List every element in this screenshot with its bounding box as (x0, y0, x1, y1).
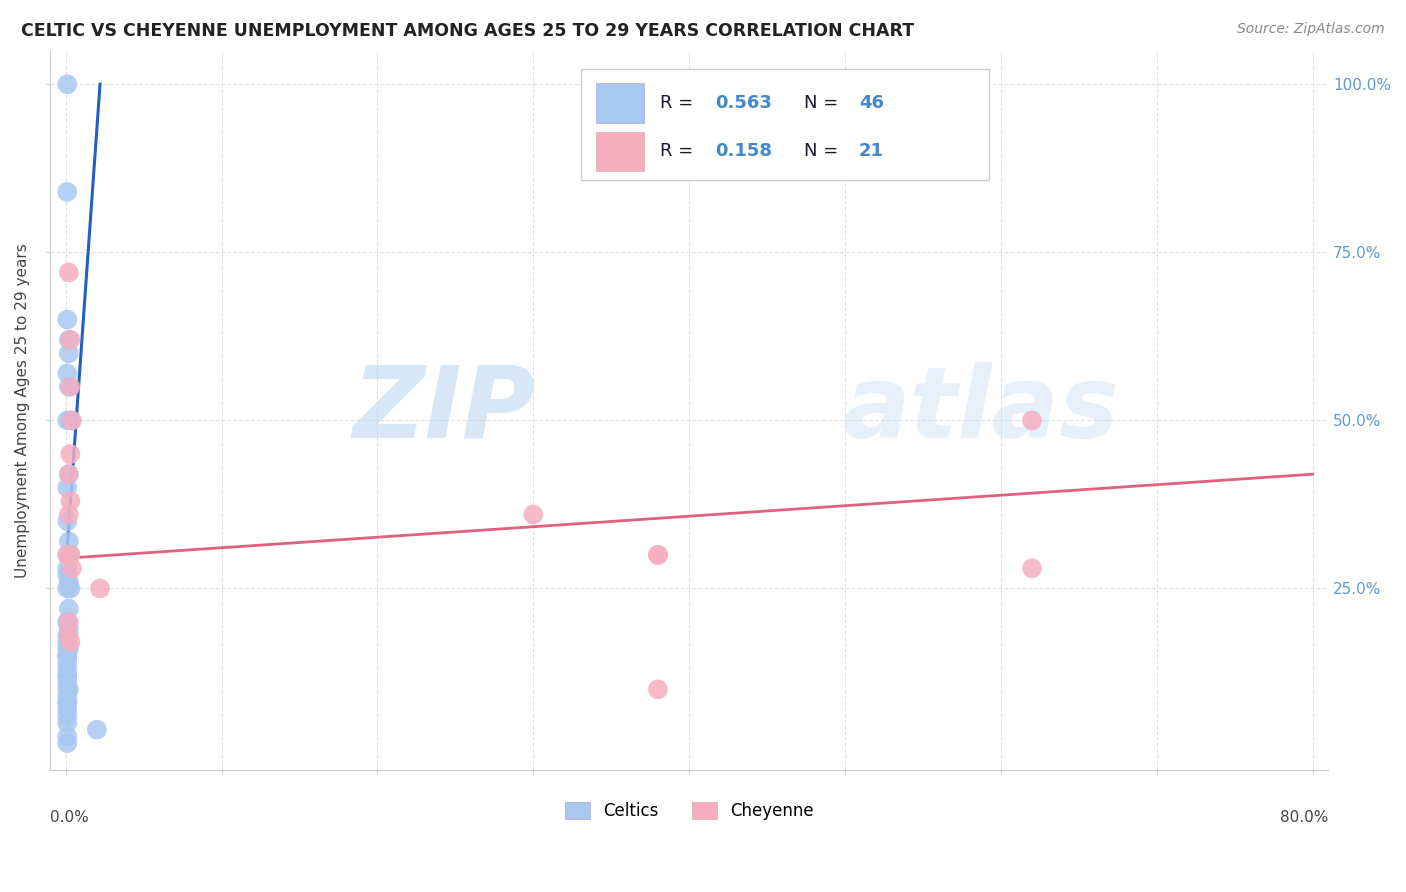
FancyBboxPatch shape (581, 69, 990, 180)
Point (89, 582, 111, 596)
Point (56, 548, 79, 562)
Point (56, 642, 79, 657)
Text: R =: R = (659, 95, 699, 112)
Point (56, 675, 79, 690)
Point (1021, 561, 1043, 575)
Point (56, 730, 79, 744)
Point (56, 615, 79, 629)
Y-axis label: Unemployment Among Ages 25 to 29 years: Unemployment Among Ages 25 to 29 years (15, 243, 30, 578)
Legend: Celtics, Cheyenne: Celtics, Cheyenne (558, 795, 820, 826)
Point (60, 561, 83, 575)
Point (56, 568, 79, 582)
Point (56, 682, 79, 697)
Point (647, 682, 669, 697)
Point (56, 367, 79, 381)
Point (59, 447, 82, 461)
Point (59, 380, 82, 394)
FancyBboxPatch shape (596, 132, 644, 171)
Point (56, 582, 79, 596)
Point (58, 467, 80, 482)
Point (58, 682, 80, 697)
Point (58, 380, 80, 394)
Point (60, 413, 83, 427)
Text: N =: N = (804, 143, 844, 161)
Point (56, 514, 79, 528)
Point (56, 481, 79, 495)
FancyBboxPatch shape (596, 84, 644, 123)
Text: R =: R = (659, 143, 699, 161)
Point (58, 508, 80, 522)
Point (58, 622, 80, 636)
Point (56, 689, 79, 703)
Point (58, 615, 80, 629)
Point (59, 494, 82, 508)
Point (58, 628, 80, 642)
Point (56, 635, 79, 649)
Point (86, 723, 108, 737)
Text: 0.158: 0.158 (714, 143, 772, 161)
Point (56, 628, 79, 642)
Point (56, 615, 79, 629)
Point (58, 346, 80, 360)
Point (56, 561, 79, 575)
Text: CELTIC VS CHEYENNE UNEMPLOYMENT AMONG AGES 25 TO 29 YEARS CORRELATION CHART: CELTIC VS CHEYENNE UNEMPLOYMENT AMONG AG… (21, 22, 914, 40)
Point (59, 548, 82, 562)
Point (58, 534, 80, 549)
Point (58, 574, 80, 589)
Point (58, 266, 80, 280)
Point (647, 548, 669, 562)
Point (56, 715, 79, 730)
Text: N =: N = (804, 95, 844, 112)
Text: Source: ZipAtlas.com: Source: ZipAtlas.com (1237, 22, 1385, 37)
Point (56, 185, 79, 199)
Point (56, 656, 79, 670)
Point (56, 696, 79, 710)
Point (647, 548, 669, 562)
Point (56, 77, 79, 91)
Point (56, 648, 79, 663)
Text: 21: 21 (859, 143, 884, 161)
Point (56, 709, 79, 723)
Point (56, 736, 79, 750)
Point (56, 669, 79, 683)
Point (59, 582, 82, 596)
Point (58, 333, 80, 347)
Point (59, 333, 82, 347)
Text: 0.0%: 0.0% (51, 810, 89, 824)
Point (59, 413, 82, 427)
Point (56, 312, 79, 326)
Point (59, 635, 82, 649)
Point (56, 413, 79, 427)
Point (56, 702, 79, 716)
Point (58, 601, 80, 615)
Point (56, 548, 79, 562)
Point (59, 548, 82, 562)
Point (56, 669, 79, 683)
Text: 0.563: 0.563 (714, 95, 772, 112)
Point (522, 508, 544, 522)
Point (1021, 413, 1043, 427)
Text: atlas: atlas (842, 362, 1119, 458)
Point (56, 662, 79, 676)
Text: 46: 46 (859, 95, 884, 112)
Point (56, 696, 79, 710)
Point (56, 648, 79, 663)
Text: 80.0%: 80.0% (1279, 810, 1329, 824)
Point (58, 642, 80, 657)
Text: ZIP: ZIP (353, 362, 536, 458)
Point (58, 467, 80, 482)
